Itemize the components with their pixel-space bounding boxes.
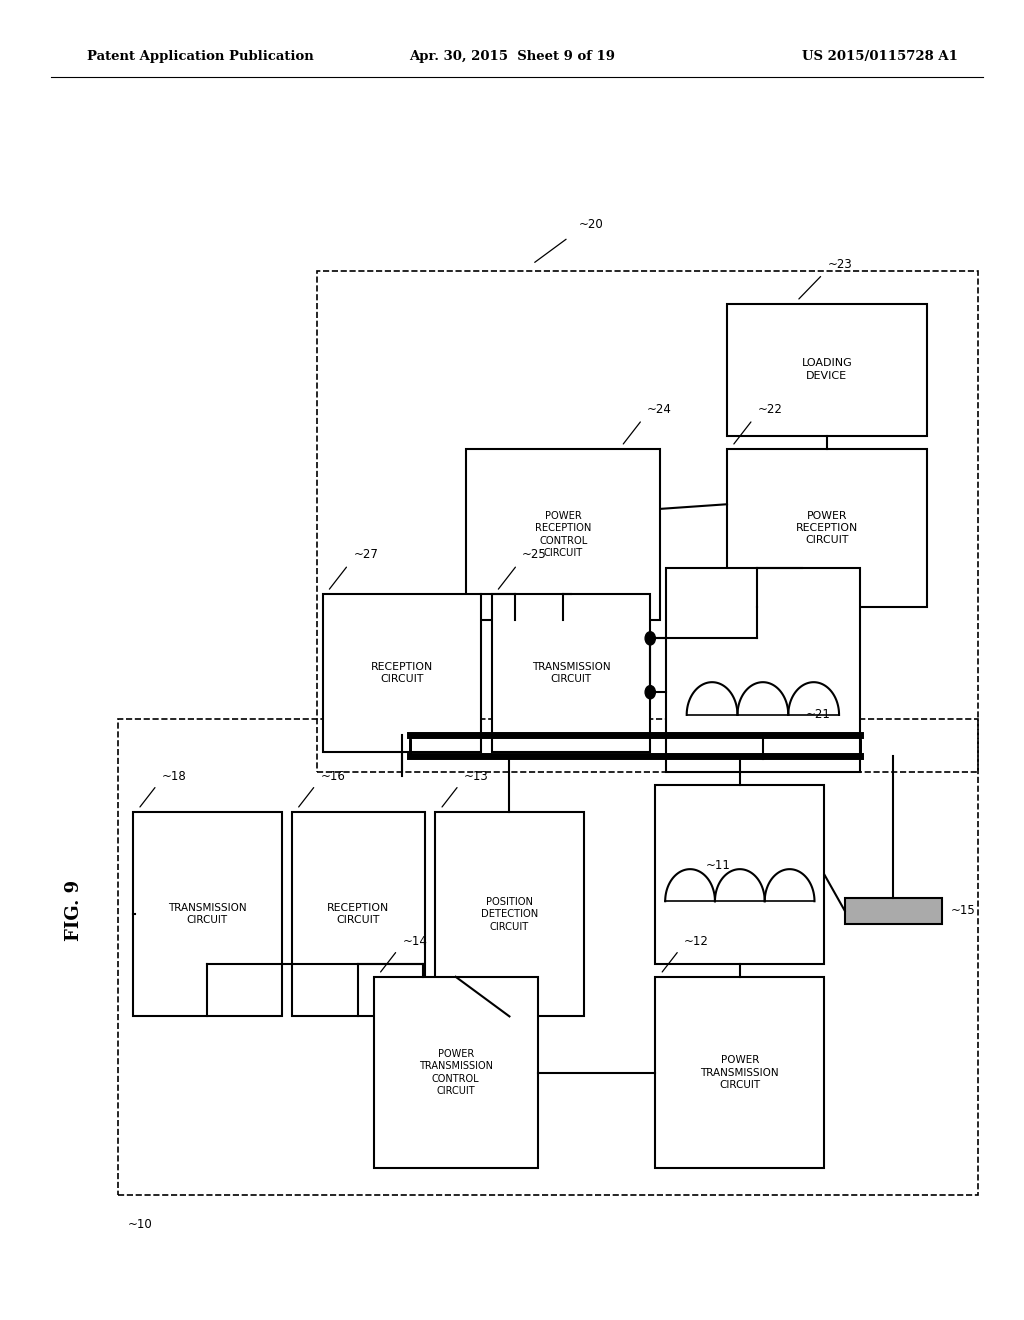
- Text: POWER
TRANSMISSION
CIRCUIT: POWER TRANSMISSION CIRCUIT: [700, 1055, 779, 1090]
- FancyBboxPatch shape: [727, 449, 927, 607]
- Text: RECEPTION
CIRCUIT: RECEPTION CIRCUIT: [328, 903, 389, 925]
- Text: POSITION
DETECTION
CIRCUIT: POSITION DETECTION CIRCUIT: [481, 896, 538, 932]
- FancyBboxPatch shape: [292, 812, 425, 1016]
- Text: TRANSMISSION
CIRCUIT: TRANSMISSION CIRCUIT: [531, 663, 610, 684]
- Text: ~22: ~22: [758, 403, 782, 416]
- Text: POWER
TRANSMISSION
CONTROL
CIRCUIT: POWER TRANSMISSION CONTROL CIRCUIT: [419, 1049, 493, 1096]
- FancyBboxPatch shape: [374, 977, 538, 1168]
- Text: LOADING
DEVICE: LOADING DEVICE: [802, 359, 852, 380]
- Text: TRANSMISSION
CIRCUIT: TRANSMISSION CIRCUIT: [168, 903, 247, 925]
- FancyBboxPatch shape: [466, 449, 660, 620]
- Text: POWER
RECEPTION
CIRCUIT: POWER RECEPTION CIRCUIT: [796, 511, 858, 545]
- Circle shape: [645, 632, 655, 645]
- Text: ~24: ~24: [647, 403, 672, 416]
- Text: Apr. 30, 2015  Sheet 9 of 19: Apr. 30, 2015 Sheet 9 of 19: [409, 50, 615, 63]
- FancyBboxPatch shape: [492, 594, 650, 752]
- Text: ~23: ~23: [827, 257, 852, 271]
- FancyBboxPatch shape: [727, 304, 927, 436]
- Text: US 2015/0115728 A1: US 2015/0115728 A1: [802, 50, 957, 63]
- Text: ~25: ~25: [522, 548, 547, 561]
- Text: ~27: ~27: [353, 548, 378, 561]
- Text: ~18: ~18: [162, 770, 186, 783]
- Text: Patent Application Publication: Patent Application Publication: [87, 50, 313, 63]
- Text: ~12: ~12: [684, 935, 709, 948]
- Text: ~20: ~20: [579, 218, 603, 231]
- FancyBboxPatch shape: [435, 812, 584, 1016]
- FancyBboxPatch shape: [323, 594, 481, 752]
- Text: ~16: ~16: [321, 770, 345, 783]
- Text: FIG. 9: FIG. 9: [65, 880, 83, 941]
- FancyBboxPatch shape: [666, 568, 860, 772]
- Text: ~11: ~11: [707, 859, 731, 873]
- FancyBboxPatch shape: [655, 977, 824, 1168]
- FancyBboxPatch shape: [845, 898, 942, 924]
- Text: ~21: ~21: [806, 709, 831, 722]
- FancyBboxPatch shape: [655, 785, 824, 964]
- Text: ~15: ~15: [950, 904, 975, 917]
- FancyBboxPatch shape: [133, 812, 282, 1016]
- Text: ~13: ~13: [464, 770, 488, 783]
- Text: ~14: ~14: [402, 935, 427, 948]
- Text: POWER
RECEPTION
CONTROL
CIRCUIT: POWER RECEPTION CONTROL CIRCUIT: [535, 511, 592, 558]
- Circle shape: [645, 685, 655, 698]
- Text: RECEPTION
CIRCUIT: RECEPTION CIRCUIT: [371, 663, 433, 684]
- Text: ~10: ~10: [128, 1218, 153, 1232]
